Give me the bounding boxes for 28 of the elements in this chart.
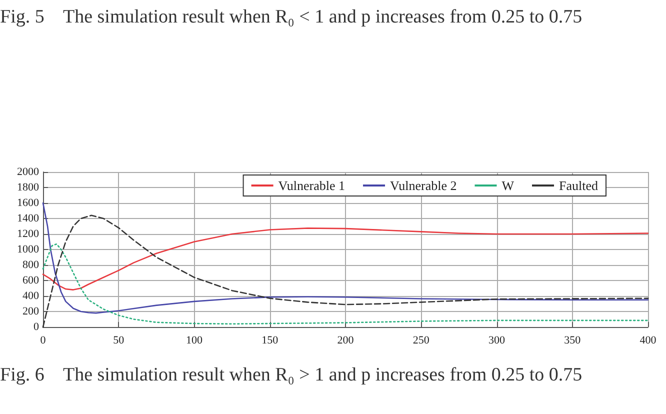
y-tick-label: 600 [22,274,40,286]
x-tick-label: 350 [564,334,582,346]
x-tick-label: 50 [113,334,125,346]
caption: Fig. 6 The simulation result when R₀ > 1 and p increases from 0.25 to 0.75 [0,364,582,386]
line-series [42,228,649,290]
legend-label: Vulnerable 2 [390,178,457,193]
x-tick-label: 100 [186,334,203,346]
line-series [42,202,649,314]
x-tick-label: 150 [262,334,279,346]
y-tick-label: 1000 [17,244,40,256]
legend-label: W [502,178,515,193]
x-tick-label: 400 [640,334,657,346]
legend-label: Vulnerable 1 [278,178,346,193]
y-tick-label: 1600 [17,197,40,209]
y-tick-label: 0 [34,321,40,333]
y-tick-label: 200 [22,306,40,318]
x-tick-label: 250 [412,334,430,346]
x-tick-label: 200 [337,334,354,346]
y-tick-label: 800 [22,259,40,271]
y-tick-label: 2000 [17,166,40,178]
x-tick-label: 300 [488,334,506,346]
y-tick-label: 1800 [17,182,40,194]
caption: Fig. 5 The simulation result when R₀ < 1 and p increases from 0.25 to 0.75 [0,6,582,28]
y-tick-label: 1200 [17,228,40,240]
line-series [42,243,649,325]
y-tick-label: 1400 [17,212,40,224]
legend-label: Faulted [559,178,598,193]
y-tick-label: 400 [22,290,40,302]
